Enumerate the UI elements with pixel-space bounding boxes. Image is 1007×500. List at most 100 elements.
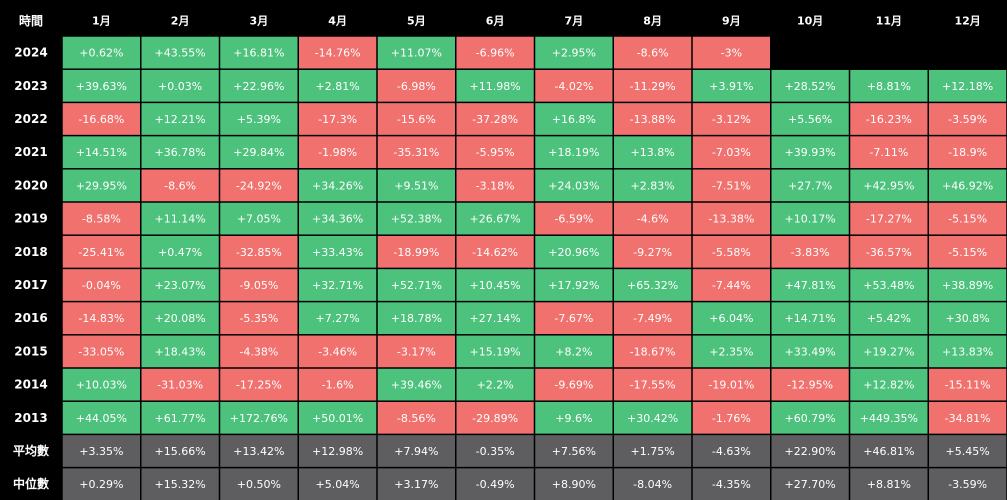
summary-cell-label: +3.35% xyxy=(79,445,123,458)
year-row: 2021 +14.51% +36.78% +29.84% -1.98% -35.31% -5… xyxy=(14,136,1007,169)
summary-cell-label: +5.04% xyxy=(316,478,360,491)
summary-cell xyxy=(614,435,692,467)
cell-value-label: +65.32% xyxy=(627,279,678,292)
year-label: 2018 xyxy=(14,245,47,259)
heatmap-cell xyxy=(141,103,219,135)
cell-value-label: -1.98% xyxy=(318,146,357,159)
cell-value-label: -8.6% xyxy=(637,47,669,60)
heatmap-cell xyxy=(62,169,140,202)
heatmap-cell xyxy=(614,69,692,102)
summary-cell-label: +8.90% xyxy=(552,478,596,491)
cell-value-label: +5.56% xyxy=(788,113,832,126)
cell-value-label: -7.03% xyxy=(712,146,751,159)
cell-value-label: -9.69% xyxy=(554,379,593,392)
heatmap-cell xyxy=(62,401,140,434)
summary-cell-label: +5.45% xyxy=(946,445,990,458)
heatmap-cell xyxy=(929,69,1007,102)
cell-value-label: +14.71% xyxy=(785,312,836,325)
summary-cell xyxy=(456,435,534,467)
heatmap-cell xyxy=(299,302,377,335)
heatmap-cell xyxy=(692,401,770,434)
heatmap-cell xyxy=(535,335,613,368)
cell-value-label: +32.71% xyxy=(312,279,363,292)
cell-value-label: +16.81% xyxy=(233,47,284,60)
year-row: 2024 +0.62% +43.55% +16.81% -14.76% +11.07% -6… xyxy=(14,36,770,69)
summary-rows: 平均數 +3.35% +15.66% +13.42% +12.98% +7.94% -0.3… xyxy=(13,435,1007,500)
cell-value-label: -4.6% xyxy=(637,213,669,226)
heatmap-cell xyxy=(614,136,692,169)
heatmap-cell xyxy=(771,136,849,169)
cell-value-label: +33.49% xyxy=(785,345,836,358)
heatmap-cell xyxy=(850,269,928,301)
heatmap-cell xyxy=(771,169,849,202)
summary-cell-label: -4.63% xyxy=(712,445,751,458)
cell-value-label: +11.07% xyxy=(391,47,442,60)
year-row: 2022 -16.68% +12.21% +5.39% -17.3% -15.6% -37.… xyxy=(14,103,1007,135)
heatmap-cell xyxy=(62,69,140,102)
heatmap-cell xyxy=(614,36,692,69)
heatmap-cell xyxy=(535,103,613,135)
heatmap-cell xyxy=(220,136,298,169)
cell-value-label: +18.43% xyxy=(155,345,206,358)
summary-cell xyxy=(850,435,928,467)
heatmap-cell xyxy=(141,169,219,202)
cell-value-label: +33.43% xyxy=(312,246,363,259)
column-header-10: 10月 xyxy=(797,15,823,28)
heatmap-cell xyxy=(141,302,219,335)
heatmap-cell xyxy=(220,401,298,434)
summary-row: 平均數 +3.35% +15.66% +13.42% +12.98% +7.94% -0.3… xyxy=(13,435,1007,467)
cell-value-label: +5.39% xyxy=(237,113,281,126)
column-header-12: 12月 xyxy=(954,15,980,28)
cell-value-label: -16.23% xyxy=(866,113,912,126)
heatmap-cell xyxy=(535,269,613,301)
cell-value-label: -15.11% xyxy=(945,379,991,392)
cell-value-label: +50.01% xyxy=(312,412,363,425)
heatmap-cell xyxy=(692,36,770,69)
cell-value-label: +6.04% xyxy=(709,312,753,325)
summary-cell xyxy=(141,435,219,467)
heatmap-cell xyxy=(220,169,298,202)
summary-cell-label: +22.90% xyxy=(785,445,836,458)
cell-value-label: -7.67% xyxy=(554,312,593,325)
heatmap-cell xyxy=(141,235,219,268)
heatmap-cell xyxy=(850,335,928,368)
heatmap-cell xyxy=(456,136,534,169)
column-header-7: 7月 xyxy=(565,15,584,28)
cell-value-label: +0.03% xyxy=(158,80,202,93)
heatmap-cell xyxy=(456,202,534,235)
summary-row-label: 中位數 xyxy=(13,476,49,491)
cell-value-label: -5.95% xyxy=(476,146,515,159)
cell-value-label: +39.46% xyxy=(391,379,442,392)
heatmap-cell xyxy=(377,335,455,368)
cell-value-label: +30.8% xyxy=(946,312,990,325)
summary-cell-label: +15.66% xyxy=(155,445,206,458)
year-row: 2014 +10.03% -31.03% -17.25% -1.6% +39.46% +2.… xyxy=(14,368,1007,401)
summary-row-label: 平均數 xyxy=(13,443,49,458)
heatmap-cell xyxy=(929,169,1007,202)
cell-value-label: +14.51% xyxy=(76,146,127,159)
summary-cell-label: +15.32% xyxy=(155,478,206,491)
heatmap-cell xyxy=(850,202,928,235)
year-row: 2023 +39.63% +0.03% +22.96% +2.81% -6.98% +11.… xyxy=(14,69,1007,102)
year-label: 2022 xyxy=(14,112,47,126)
heatmap-cell xyxy=(220,202,298,235)
cell-value-label: -31.03% xyxy=(157,379,203,392)
heatmap-cell xyxy=(692,235,770,268)
heatmap-cell xyxy=(62,368,140,401)
summary-cell-label: -0.49% xyxy=(476,478,515,491)
summary-cell xyxy=(850,468,928,500)
heatmap-cell xyxy=(299,136,377,169)
cell-value-label: -7.11% xyxy=(869,146,908,159)
heatmap-cell xyxy=(535,401,613,434)
cell-value-label: -5.58% xyxy=(712,246,751,259)
heatmap-cell xyxy=(535,69,613,102)
cell-value-label: +0.47% xyxy=(158,246,202,259)
heatmap-cell xyxy=(771,69,849,102)
cell-value-label: +44.05% xyxy=(76,412,127,425)
cell-value-label: -8.58% xyxy=(82,213,121,226)
heatmap-cell xyxy=(299,202,377,235)
heatmap-cell xyxy=(62,335,140,368)
year-label: 2017 xyxy=(14,278,47,292)
cell-value-label: +3.91% xyxy=(709,80,753,93)
cell-value-label: -3.46% xyxy=(318,345,357,358)
